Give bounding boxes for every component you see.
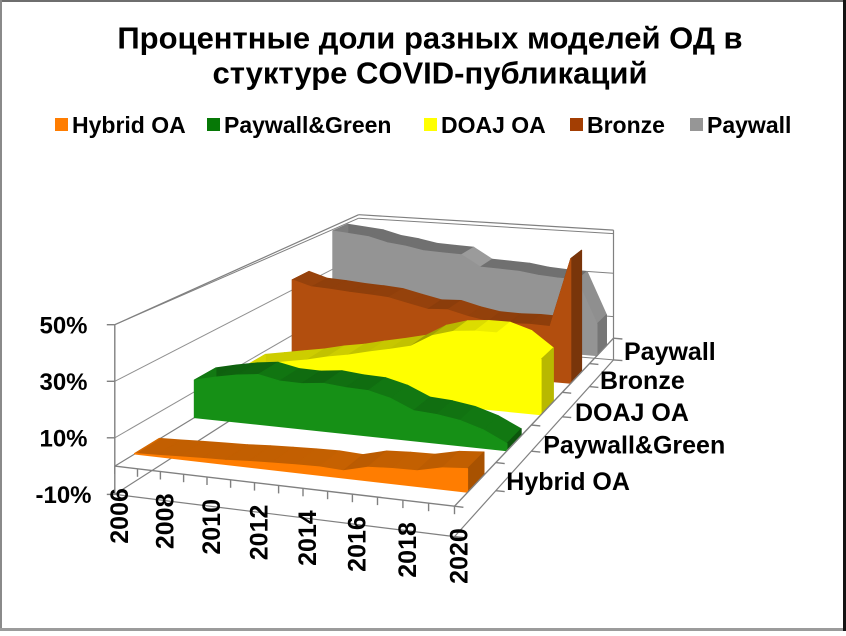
svg-text:Paywall: Paywall — [624, 338, 716, 366]
svg-text:2014: 2014 — [294, 510, 322, 566]
svg-text:Paywall: Paywall — [707, 112, 791, 138]
svg-text:стуктуре COVID-публикаций: стуктуре COVID-публикаций — [212, 56, 647, 91]
svg-text:2018: 2018 — [394, 522, 422, 578]
svg-text:2020: 2020 — [446, 528, 474, 584]
svg-text:2012: 2012 — [246, 505, 274, 561]
svg-text:DOAJ OA: DOAJ OA — [575, 399, 689, 427]
svg-text:Процентные доли разных моделей: Процентные доли разных моделей ОД в — [117, 21, 742, 56]
svg-text:2006: 2006 — [106, 488, 134, 544]
svg-text:Hybrid OA: Hybrid OA — [72, 112, 186, 138]
svg-text:Paywall&Green: Paywall&Green — [543, 432, 725, 460]
svg-text:Bronze: Bronze — [600, 367, 685, 395]
svg-text:Paywall&Green: Paywall&Green — [224, 112, 391, 138]
svg-text:2010: 2010 — [198, 499, 226, 555]
svg-text:Bronze: Bronze — [587, 112, 665, 138]
svg-text:2016: 2016 — [343, 516, 371, 572]
svg-text:50%: 50% — [39, 312, 87, 339]
svg-text:DOAJ OA: DOAJ OA — [441, 112, 546, 138]
svg-text:Hybrid OA: Hybrid OA — [506, 468, 630, 496]
svg-text:10%: 10% — [39, 425, 87, 452]
svg-text:30%: 30% — [39, 369, 87, 396]
svg-text:2008: 2008 — [151, 493, 179, 549]
svg-text:-10%: -10% — [35, 482, 91, 509]
